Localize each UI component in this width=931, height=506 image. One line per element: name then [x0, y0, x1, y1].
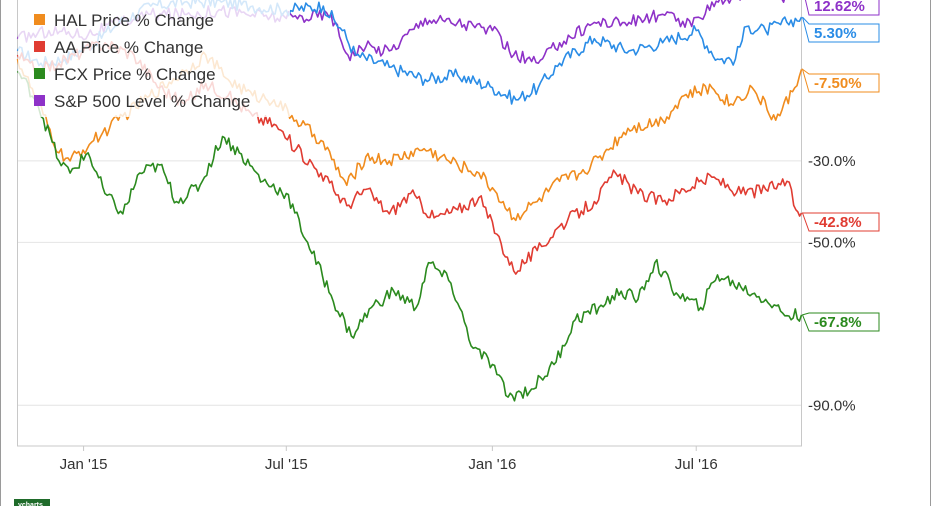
- legend-swatch: [34, 95, 45, 106]
- x-tick-label: Jan '15: [60, 456, 108, 473]
- logo-text: ycharts: [18, 502, 43, 506]
- legend-swatch: [34, 41, 45, 52]
- series-line-3: [16, 70, 803, 402]
- end-label-text: -7.50%: [814, 75, 862, 92]
- end-label-box: [801, 68, 880, 93]
- end-label-4: 12.62%: [804, 0, 880, 16]
- x-tick-label: Jul '16: [675, 456, 718, 473]
- end-label-2: -42.8%: [801, 212, 880, 232]
- legend-background: [18, 0, 290, 117]
- plot-area: [17, 0, 802, 447]
- end-label-text: -67.8%: [814, 314, 862, 331]
- end-labels: 5.30% -7.50% -42.8% -67.8% 12.62%: [801, 0, 880, 332]
- logo-mark: [14, 499, 50, 506]
- x-tick-label: Jan '16: [468, 456, 516, 473]
- end-label-box: [801, 312, 880, 332]
- end-label-text: 12.62%: [814, 0, 865, 15]
- x-tick-label: Jul '15: [265, 456, 308, 473]
- y-axis: -30.0% -50.0% -90.0%: [808, 153, 856, 414]
- y-tick-label: -90.0%: [808, 397, 856, 414]
- end-label-box: [801, 212, 880, 232]
- end-label-1: -7.50%: [801, 68, 880, 93]
- legend-label: FCX Price % Change: [54, 65, 216, 84]
- legend-label: S&P 500 Level % Change: [54, 92, 250, 111]
- legend-swatch: [34, 14, 45, 25]
- end-label-text: 5.30%: [814, 25, 857, 42]
- legend: HAL Price % Change AA Price % Change FCX P…: [18, 0, 290, 117]
- end-label-text: -42.8%: [814, 214, 862, 231]
- y-tick-label: -30.0%: [808, 153, 856, 170]
- legend-label: AA Price % Change: [54, 38, 203, 57]
- end-label-0: 5.30%: [802, 16, 880, 43]
- ycharts-logo: ycharts: [14, 499, 50, 506]
- x-axis: Jan '15 Jul '15 Jan '16 Jul '16: [60, 446, 718, 473]
- end-label-box: [802, 16, 880, 43]
- legend-label: HAL Price % Change: [54, 11, 214, 30]
- gridlines: [17, 160, 802, 406]
- legend-swatch: [34, 68, 45, 79]
- end-label-box: [804, 0, 880, 16]
- end-label-3: -67.8%: [801, 312, 880, 332]
- y-tick-label: -50.0%: [808, 234, 856, 251]
